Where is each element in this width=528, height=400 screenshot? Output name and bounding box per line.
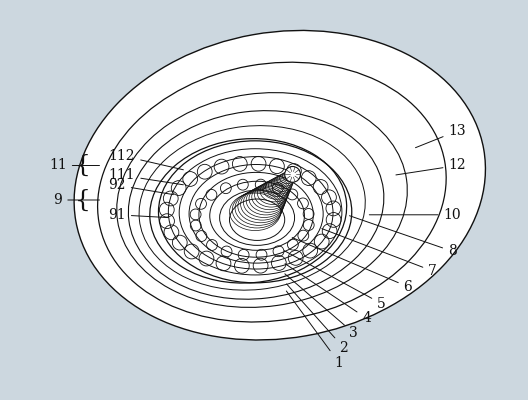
Text: {: { xyxy=(74,154,90,177)
Text: 10: 10 xyxy=(369,208,461,222)
Text: 1: 1 xyxy=(286,291,343,370)
Text: 4: 4 xyxy=(285,264,371,325)
Ellipse shape xyxy=(74,30,485,340)
Text: 112: 112 xyxy=(109,149,183,170)
Text: 7: 7 xyxy=(322,229,437,278)
Text: 8: 8 xyxy=(350,216,457,258)
Text: 12: 12 xyxy=(396,158,466,175)
Text: {: { xyxy=(74,188,90,212)
Text: 13: 13 xyxy=(416,124,466,148)
Circle shape xyxy=(285,166,300,182)
Text: 5: 5 xyxy=(284,251,386,310)
Text: 6: 6 xyxy=(292,238,412,294)
Text: 9: 9 xyxy=(53,193,99,207)
Text: 2: 2 xyxy=(287,284,348,355)
Text: 91: 91 xyxy=(108,208,168,222)
Ellipse shape xyxy=(150,139,347,283)
Text: 3: 3 xyxy=(285,274,358,340)
Text: 11: 11 xyxy=(49,158,99,172)
Text: 92: 92 xyxy=(108,178,174,195)
Text: 111: 111 xyxy=(109,168,183,185)
